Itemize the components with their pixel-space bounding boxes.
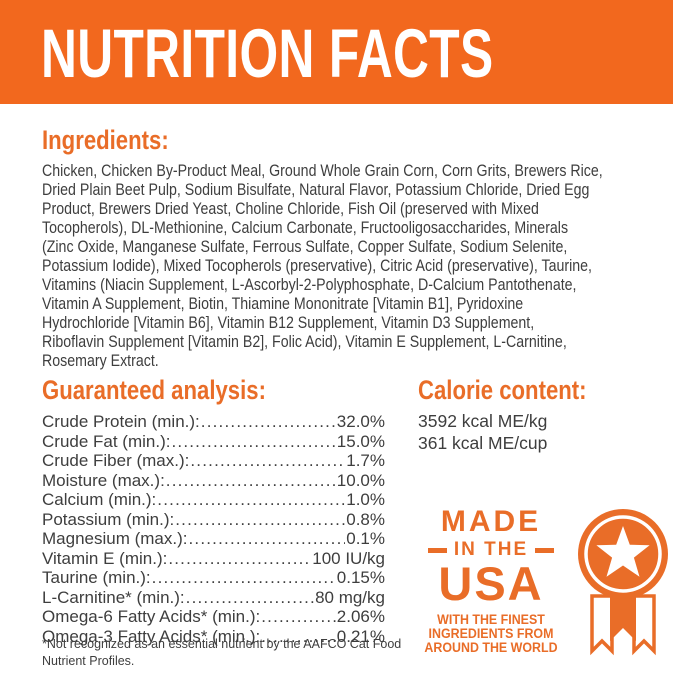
analysis-table: Crude Protein (min.): 32.0% Crude Fat (mi… <box>42 412 385 646</box>
analysis-value: 80 mg/kg <box>315 587 385 607</box>
table-row: Crude Fiber (max.): 1.7% <box>42 451 385 471</box>
tagline-line: WITH THE FINEST <box>437 612 545 627</box>
analysis-label: Moisture (max.): <box>42 470 165 490</box>
table-row: Omega-6 Fatty Acids* (min.): 2.06% <box>42 607 385 627</box>
analysis-value: 0.1% <box>346 529 385 548</box>
analysis-value: 2.06% <box>336 607 385 626</box>
analysis-value: 10.0% <box>336 470 385 490</box>
table-row: Moisture (max.): 10.0% <box>42 471 385 491</box>
page-title: NUTRITION FACTS <box>41 14 494 92</box>
dot-leader <box>152 568 336 588</box>
dot-leader <box>188 529 345 549</box>
analysis-label: Calcium (min.): <box>42 490 157 509</box>
dot-leader <box>166 471 336 491</box>
analysis-label: Crude Fat (min.): <box>42 431 171 451</box>
analysis-label: Crude Fiber (max.): <box>42 451 190 470</box>
usa-tagline: WITH THE FINEST INGREDIENTS FROM AROUND … <box>424 613 558 655</box>
dot-leader <box>157 490 345 510</box>
table-row: Crude Fat (min.): 15.0% <box>42 432 385 452</box>
label-body: Ingredients: Chicken, Chicken By-Product… <box>0 127 679 658</box>
footnote-text: *Not recognized as an essential nutrient… <box>42 637 402 668</box>
guaranteed-analysis-heading: Guaranteed analysis: <box>42 375 266 405</box>
dash-icon <box>535 547 555 553</box>
table-row: Taurine (min.): 0.15% <box>42 568 385 588</box>
ingredients-text: Chicken, Chicken By-Product Meal, Ground… <box>42 162 603 370</box>
table-row: Vitamin E (min.): 100 IU/kg <box>42 549 385 569</box>
analysis-label: Potassium (min.): <box>42 509 175 529</box>
analysis-value: 1.7% <box>346 451 385 470</box>
table-row: L-Carnitine* (min.): 80 mg/kg <box>42 588 385 608</box>
analysis-value: 0.8% <box>346 509 385 529</box>
in-the-row: IN THE <box>418 540 564 560</box>
tagline-line: INGREDIENTS FROM <box>428 626 554 641</box>
calorie-per-cup: 361 kcal ME/cup <box>418 432 548 453</box>
analysis-value: 0.15% <box>336 568 385 587</box>
dot-leader <box>190 451 345 471</box>
made-in-usa-badge: MADE IN THE USA WITH THE FINEST INGREDIE… <box>418 506 678 658</box>
analysis-value: 32.0% <box>336 412 385 431</box>
analysis-label: Magnesium (max.): <box>42 529 188 548</box>
table-row: Calcium (min.): 1.0% <box>42 490 385 510</box>
calorie-content-heading: Calorie content: <box>418 375 587 405</box>
table-row: Crude Protein (min.): 32.0% <box>42 412 385 432</box>
table-row: Omega-3 Fatty Acids* (min.): 0.21% <box>42 627 385 647</box>
analysis-label: Vitamin E (min.): <box>42 548 168 568</box>
dash-icon <box>427 547 447 553</box>
dot-leader <box>201 412 336 432</box>
analysis-label: Crude Protein (min.): <box>42 412 200 431</box>
analysis-value: 100 IU/kg <box>312 548 385 568</box>
header-banner: NUTRITION FACTS <box>0 0 673 104</box>
analysis-label: Omega-3 Fatty Acids* (min.): <box>42 626 261 646</box>
table-row: Magnesium (max.): 0.1% <box>42 529 385 549</box>
analysis-section: Guaranteed analysis: Crude Protein (min.… <box>42 377 679 658</box>
usa-label: USA <box>438 557 544 610</box>
guaranteed-analysis-section: Guaranteed analysis: Crude Protein (min.… <box>42 377 385 658</box>
table-row: Potassium (min.): 0.8% <box>42 510 385 530</box>
dot-leader <box>261 607 336 627</box>
analysis-label: Omega-6 Fatty Acids* (min.): <box>42 607 261 626</box>
analysis-value: 15.0% <box>336 431 385 451</box>
calorie-per-kg: 3592 kcal ME/kg <box>418 411 548 431</box>
calorie-content-section: Calorie content: 3592 kcal ME/kg 361 kca… <box>418 377 678 658</box>
analysis-label: Taurine (min.): <box>42 568 151 587</box>
analysis-value: 1.0% <box>346 490 385 509</box>
made-in-usa-text: MADE IN THE USA WITH THE FINEST INGREDIE… <box>418 506 564 655</box>
in-the-label: IN THE <box>453 539 529 560</box>
ingredients-heading: Ingredients: <box>42 125 169 155</box>
dot-leader <box>186 588 314 608</box>
dot-leader <box>168 549 311 569</box>
made-label: MADE <box>440 505 542 538</box>
dot-leader <box>171 432 335 452</box>
analysis-label: L-Carnitine* (min.): <box>42 587 185 607</box>
analysis-value: 0.21% <box>336 626 385 646</box>
medal-star-ribbon-icon <box>578 509 668 656</box>
dot-leader <box>175 510 345 530</box>
calorie-values: 3592 kcal ME/kg 361 kcal ME/cup <box>418 411 678 454</box>
tagline-line: AROUND THE WORLD <box>424 640 558 655</box>
